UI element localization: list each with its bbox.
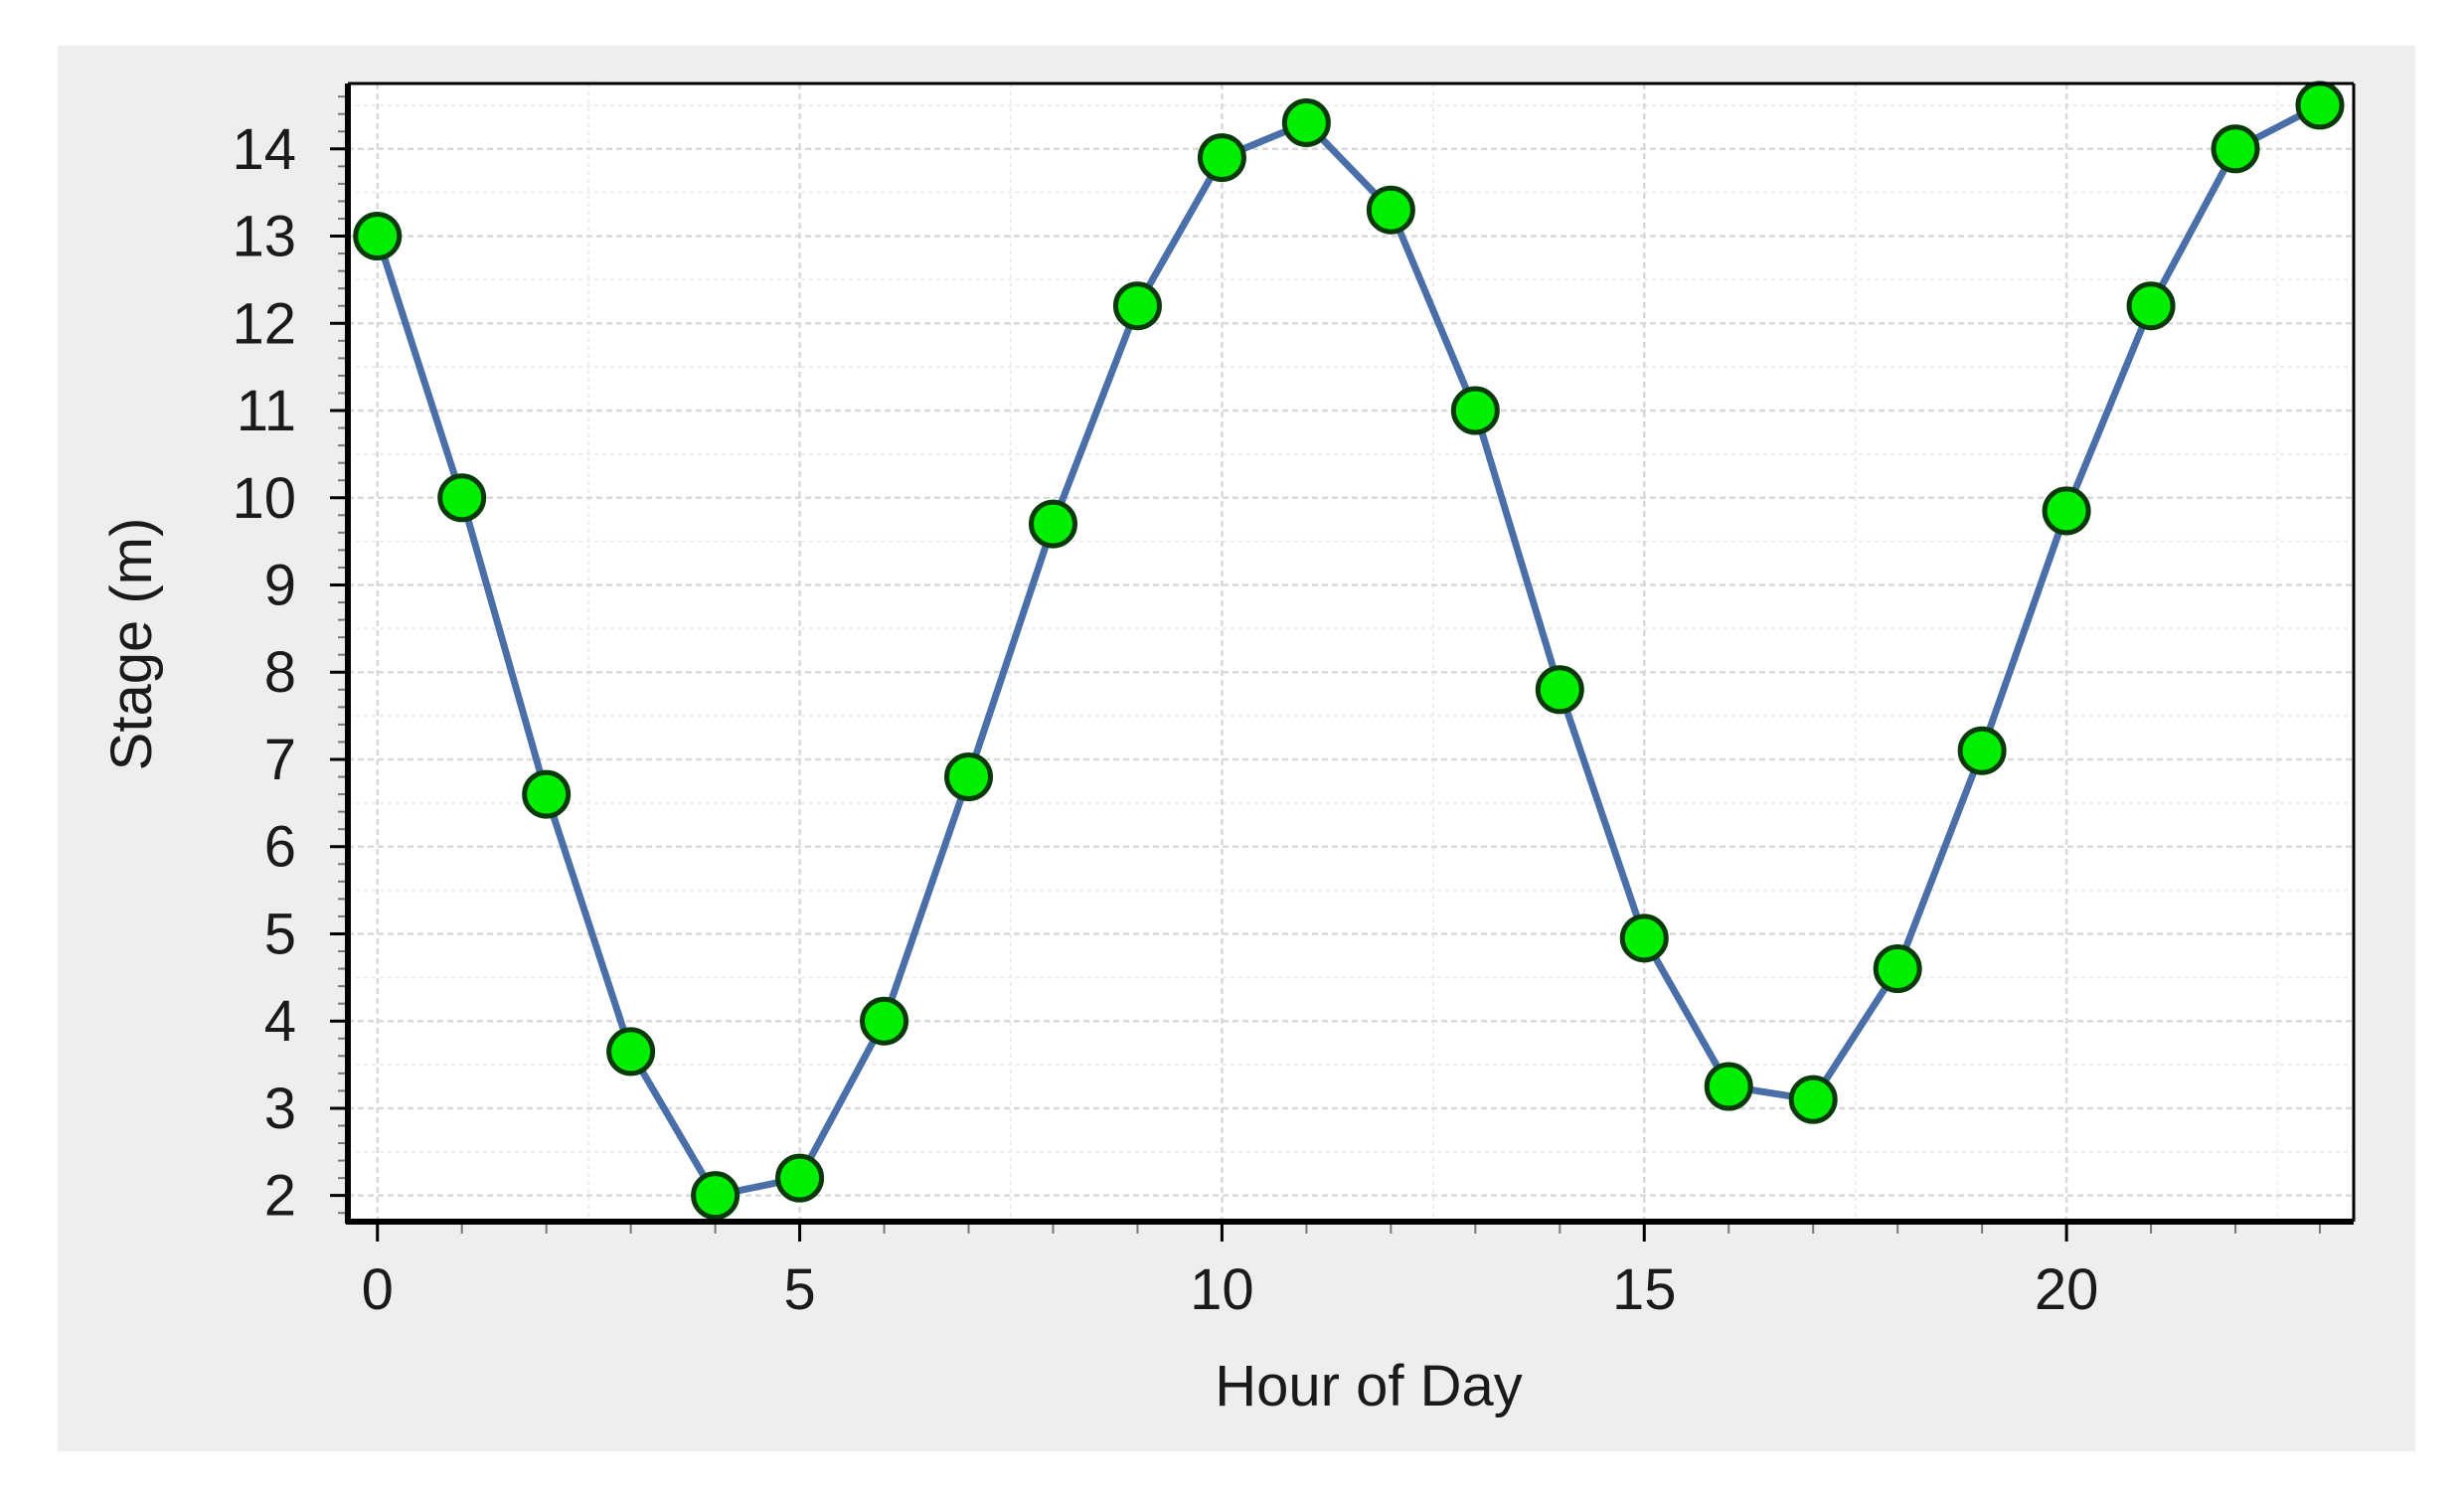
y-tick-label: 14 — [232, 117, 296, 182]
x-axis-ticks: 0 5 10 15 20 — [362, 1222, 2099, 1322]
data-point-marker — [1197, 133, 1246, 183]
data-point-marker — [1366, 185, 1415, 235]
data-point-marker — [1619, 914, 1669, 963]
y-tick-label: 10 — [232, 466, 296, 531]
data-point-marker — [606, 1027, 656, 1077]
x-tick-label: 10 — [1190, 1257, 1254, 1322]
x-tick-label: 15 — [1612, 1257, 1677, 1322]
data-point-marker — [2042, 486, 2091, 536]
y-tick-label: 6 — [264, 815, 296, 880]
data-point-marker — [1450, 386, 1500, 435]
data-point-marker — [1957, 726, 2007, 775]
data-point-marker — [2211, 124, 2260, 174]
data-point-marker — [944, 752, 994, 802]
y-tick-label: 4 — [264, 989, 296, 1054]
y-tick-label: 3 — [264, 1077, 296, 1141]
y-axis-ticks: 2 3 4 5 6 7 8 9 10 11 12 13 14 — [232, 117, 348, 1229]
x-axis-title: Hour of Day — [1215, 1354, 1522, 1418]
y-axis-title: Stage (m) — [99, 518, 164, 771]
x-tick-label: 5 — [783, 1257, 815, 1322]
data-point-markers — [353, 81, 2345, 1221]
plot-frame — [345, 82, 2356, 1225]
series-line — [374, 101, 2322, 1200]
y-tick-label: 9 — [264, 554, 296, 618]
data-point-marker — [1535, 665, 1584, 715]
data-point-marker — [522, 769, 572, 819]
data-point-marker — [860, 996, 909, 1046]
y-tick-label: 5 — [264, 902, 296, 966]
data-point-marker — [691, 1171, 740, 1221]
data-point-marker — [1028, 499, 1077, 549]
data-point-marker — [1112, 281, 1162, 331]
x-tick-label: 20 — [2035, 1257, 2099, 1322]
data-point-marker — [1788, 1075, 1838, 1124]
y-tick-label: 7 — [264, 728, 296, 792]
data-point-marker — [437, 473, 487, 523]
y-tick-label: 12 — [232, 291, 296, 356]
y-tick-label: 2 — [264, 1164, 296, 1229]
data-point-marker — [1281, 97, 1331, 147]
x-tick-label: 0 — [362, 1257, 394, 1322]
data-point-marker — [353, 212, 403, 261]
data-point-marker — [1704, 1062, 1753, 1111]
major-gridlines — [348, 83, 2354, 1222]
y-tick-label: 8 — [264, 640, 296, 705]
y-tick-label: 13 — [232, 205, 296, 269]
data-point-marker — [2295, 81, 2345, 130]
data-point-marker — [1873, 944, 1922, 994]
data-point-marker — [2126, 281, 2176, 331]
data-point-marker — [775, 1153, 825, 1203]
y-tick-label: 11 — [237, 379, 296, 443]
